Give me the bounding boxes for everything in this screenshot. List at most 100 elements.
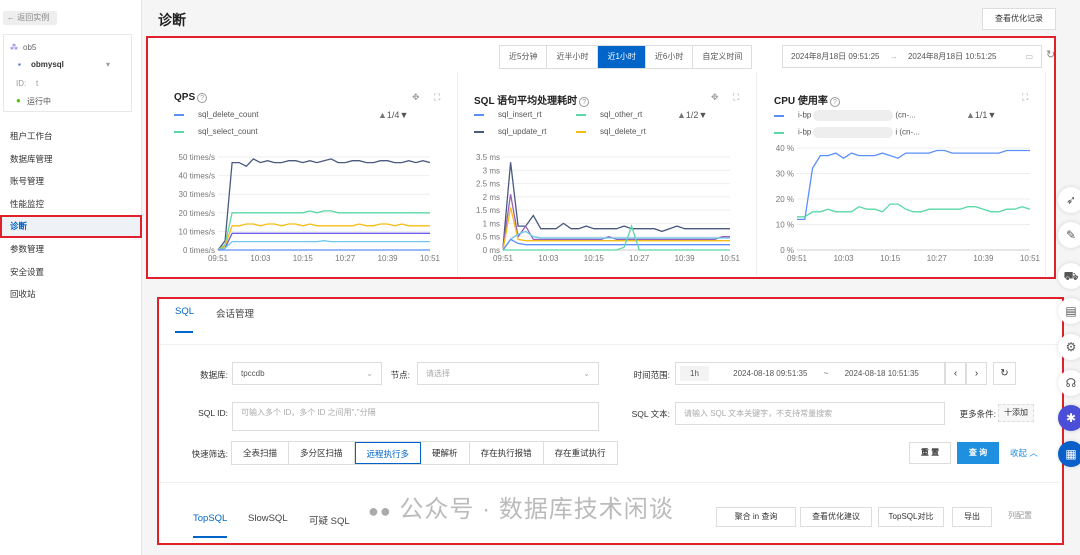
tab-session-management[interactable]: 会话管理 bbox=[216, 309, 255, 320]
legend-item[interactable]: sql_select_count bbox=[174, 127, 258, 136]
help-icon[interactable]: ? bbox=[829, 97, 840, 107]
tab-suspicious-sql[interactable]: 可疑 SQL bbox=[309, 516, 350, 527]
y-tick-label: 3.5 ms bbox=[476, 153, 500, 162]
series-line bbox=[797, 203, 1031, 218]
refresh-icon[interactable]: ↻ bbox=[1046, 49, 1056, 61]
document-icon[interactable]: ▤ bbox=[1058, 298, 1080, 324]
legend-item[interactable]: sql_insert_rt bbox=[474, 110, 542, 119]
id-value: t bbox=[36, 79, 39, 88]
range-start: 2024年8月18日 09:51:25 bbox=[791, 52, 880, 61]
quick-filter-full-scan[interactable]: 全表扫描 bbox=[232, 442, 290, 464]
quick-filter-remote-exec[interactable]: 远程执行多 bbox=[354, 442, 422, 464]
quick-filter-retry-exec[interactable]: 存在重试执行 bbox=[543, 442, 617, 464]
help-icon[interactable]: ? bbox=[197, 93, 208, 103]
help-icon[interactable]: ? bbox=[579, 97, 590, 107]
headset-icon[interactable]: ☊ bbox=[1058, 370, 1080, 396]
time-option-30min[interactable]: 近半小时 bbox=[547, 46, 599, 68]
quick-filter-hard-parse[interactable]: 硬解析 bbox=[421, 442, 470, 464]
chart-qps: 0 times/s 10 times/s 20 times/s 30 times/s 4… bbox=[179, 153, 441, 263]
legend-item[interactable]: sql_delete_rt bbox=[576, 127, 646, 136]
column-settings-button[interactable]: 列配置 bbox=[998, 507, 1042, 527]
legend-prev-icon[interactable]: ▲ bbox=[378, 110, 387, 120]
legend-next-icon[interactable]: ▼ bbox=[987, 110, 997, 120]
time-preset[interactable]: 1h bbox=[680, 366, 709, 381]
quick-filter-exec-error[interactable]: 存在执行报错 bbox=[469, 442, 544, 464]
edit-icon[interactable]: ✎ bbox=[1058, 222, 1080, 248]
aggregate-in-query-toggle[interactable]: 聚合 in 查询 bbox=[716, 507, 796, 527]
chevron-down-icon[interactable]: ▾ bbox=[106, 60, 111, 69]
series-line bbox=[502, 207, 730, 251]
export-button[interactable]: 导出 bbox=[952, 507, 992, 527]
pin-icon[interactable]: ✥ bbox=[711, 92, 719, 102]
y-tick-label: 0 times/s bbox=[183, 246, 215, 255]
sidebar-item-accounts[interactable]: 账号管理 bbox=[10, 176, 45, 187]
refresh-icon[interactable]: ↻ bbox=[993, 362, 1016, 385]
assistant-icon[interactable]: ✱ bbox=[1058, 405, 1080, 431]
tab-topsql[interactable]: TopSQL bbox=[193, 513, 228, 524]
legend-item[interactable]: i-bp i (cn-... bbox=[774, 127, 920, 138]
topsql-compare-button[interactable]: TopSQL对比 bbox=[878, 507, 944, 527]
y-tick-label: 2.5 ms bbox=[476, 180, 500, 189]
collapse-link[interactable]: 收起 ︿ bbox=[1010, 447, 1038, 459]
tab-sql[interactable]: SQL bbox=[175, 306, 195, 317]
expand-icon[interactable]: ⛶ bbox=[1022, 92, 1029, 102]
legend-item[interactable]: i-bp (cn-... bbox=[774, 110, 916, 121]
watermark: ●● 公众号 · 数据库技术闲谈 bbox=[368, 496, 674, 525]
sql-text-input[interactable]: 请输入 SQL 文本关键字，不支持常量搜索 bbox=[675, 402, 945, 425]
sql-id-input[interactable]: 可输入多个 ID，多个 ID 之间用","分隔 bbox=[232, 402, 599, 431]
sidebar-item-tenant-workbench[interactable]: 租户工作台 bbox=[10, 131, 53, 141]
legend-pager[interactable]: ▲1/2▼ bbox=[677, 110, 707, 120]
reset-button[interactable]: 重 置 bbox=[909, 442, 951, 464]
tab-active-indicator bbox=[175, 331, 193, 333]
expand-icon[interactable]: ⛶ bbox=[434, 92, 441, 102]
legend-prev-icon[interactable]: ▲ bbox=[677, 110, 686, 120]
time-option-custom[interactable]: 自定义时间 bbox=[702, 52, 743, 61]
legend-item[interactable]: sql_delete_count bbox=[174, 110, 259, 119]
x-tick-label: 10:39 bbox=[973, 254, 994, 263]
quick-filter-multi-partition[interactable]: 多分区扫描 bbox=[289, 442, 355, 464]
highlight-box-sql bbox=[157, 297, 1064, 545]
legend-pager[interactable]: ▲1/1▼ bbox=[966, 110, 996, 120]
tenant-name[interactable]: obmysql bbox=[31, 60, 64, 69]
next-time-button[interactable]: › bbox=[966, 362, 987, 385]
legend-next-icon[interactable]: ▼ bbox=[698, 110, 708, 120]
legend-prev-icon[interactable]: ▲ bbox=[966, 110, 975, 120]
prev-time-button[interactable]: ‹ bbox=[945, 362, 966, 385]
apps-grid-icon[interactable]: ▦ bbox=[1058, 441, 1080, 467]
database-select[interactable]: tpccdb ⌄ bbox=[232, 362, 382, 385]
view-suggestions-button[interactable]: 查看优化建议 bbox=[800, 507, 872, 527]
time-option-1h[interactable]: 近1小时 bbox=[598, 46, 646, 68]
range-end: 2024年8月18日 10:51:25 bbox=[907, 52, 997, 61]
time-option-6h[interactable]: 近6小时 bbox=[646, 46, 694, 68]
legend-item[interactable]: sql_update_rt bbox=[474, 127, 546, 136]
x-tick-label: 09:51 bbox=[787, 254, 808, 263]
sidebar-item-database[interactable]: 数据库管理 bbox=[10, 153, 53, 164]
tab-slowsql[interactable]: SlowSQL bbox=[248, 513, 288, 524]
time-option-5min[interactable]: 近5分钟 bbox=[500, 46, 548, 68]
legend-swatch bbox=[174, 113, 184, 116]
date-range-picker[interactable]: 2024年8月18日 09:51:25 → 2024年8月18日 10:51:2… bbox=[782, 45, 1042, 68]
legend-pager[interactable]: ▲1/4▼ bbox=[378, 110, 408, 120]
pin-icon[interactable]: ✥ bbox=[412, 92, 420, 102]
add-condition-button[interactable]: 十添加 bbox=[998, 404, 1034, 422]
legend-swatch bbox=[576, 113, 586, 116]
sidebar-item-parameters[interactable]: 参数管理 bbox=[10, 243, 45, 254]
view-optimization-records-button[interactable]: 查看优化记录 bbox=[982, 8, 1056, 30]
sidebar-item-security[interactable]: 安全设置 bbox=[10, 266, 45, 277]
sidebar-item-recycle-bin[interactable]: 回收站 bbox=[10, 289, 36, 300]
legend-item[interactable]: sql_other_rt bbox=[576, 110, 642, 119]
sidebar-item-monitoring[interactable]: 性能监控 bbox=[10, 198, 45, 209]
back-to-instance-button[interactable]: ← 返回实例 bbox=[3, 11, 57, 25]
gear-icon[interactable]: ⚙ bbox=[1058, 334, 1080, 360]
legend-suffix: i (cn-... bbox=[895, 127, 920, 137]
legend-next-icon[interactable]: ▼ bbox=[399, 110, 409, 120]
node-select[interactable]: 请选择 ⌄ bbox=[417, 362, 599, 385]
sidebar-item-diagnosis[interactable]: 诊断 bbox=[0, 215, 142, 238]
y-tick-label: 3 ms bbox=[483, 166, 500, 175]
y-tick-label: 0 % bbox=[780, 246, 794, 255]
expand-icon[interactable]: ⛶ bbox=[733, 92, 740, 102]
sql-time-range-picker[interactable]: 1h 2024-08-18 09:51:35 ~ 2024-08-18 10:5… bbox=[675, 362, 945, 385]
rocket-icon[interactable]: ➶ bbox=[1058, 187, 1080, 213]
query-button[interactable]: 查 询 bbox=[957, 442, 999, 464]
cart-icon[interactable]: ⛟ bbox=[1058, 263, 1080, 289]
